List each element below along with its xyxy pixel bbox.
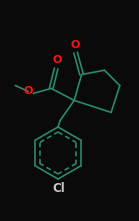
Text: O: O — [71, 40, 80, 50]
Text: Cl: Cl — [53, 181, 65, 194]
Text: O: O — [23, 86, 33, 96]
Text: O: O — [53, 55, 62, 65]
